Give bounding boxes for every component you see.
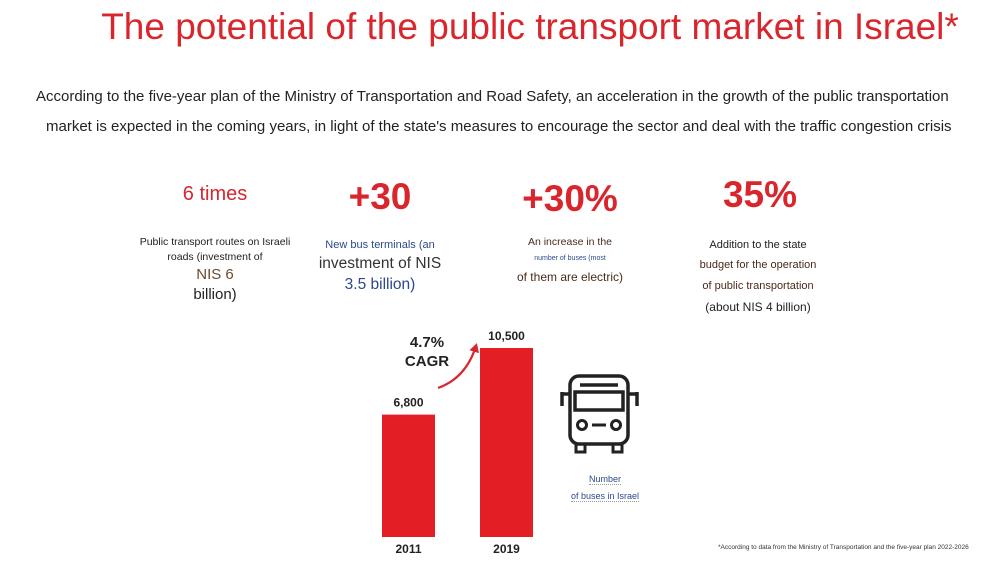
bar-2019 [480,348,533,537]
cagr-percent: 4.7% [410,334,444,351]
bus-caption: Number of buses in Israel [555,471,655,504]
bar-value-label: 10,500 [488,329,525,343]
stat-desc-line: (about NIS 4 billion) [705,300,811,315]
stat-desc-line: Public transport routes on Israeli [139,236,291,248]
stat-value-budget: 35% [722,174,798,215]
stat-desc-line: 3.5 billion) [344,275,416,293]
stat-desc-line: roads (investment of [167,251,263,264]
intro-line-1: According to the five-year plan of the M… [36,88,949,105]
stat-desc-line: investment of NIS [318,254,442,272]
stat-desc-line: of public transportation [702,279,814,292]
stat-desc-budget: Addition to the state budget for the ope… [682,235,834,318]
source-footnote: *According to data from the Ministry of … [718,544,969,551]
x-tick-label: 2019 [493,542,520,556]
stat-desc-line: billion) [193,285,237,303]
stat-desc-line: NIS 6 [196,266,234,284]
stat-desc-line: New bus terminals (an [325,239,435,251]
cagr-label: CAGR [405,353,449,370]
bar-2011 [382,414,435,537]
page-title: The potential of the public transport ma… [101,6,959,47]
bus-count-chart: 6,800 2011 10,500 2019 4.7% CAGR [382,329,533,556]
bar-value-label: 6,800 [393,396,423,410]
bus-caption-line: Number [588,474,621,485]
stat-desc-line: Addition to the state [709,239,807,251]
bus-caption-line: of buses in Israel [570,490,640,502]
stat-value-terminals: +30 [348,176,412,217]
stat-value-buses: +30% [522,178,618,219]
bus-icon [558,368,644,458]
cagr-arrow [437,343,479,390]
stat-desc-line: number of buses (most [534,255,606,263]
stat-desc-routes: Public transport routes on Israeli roads… [130,235,300,304]
stat-desc-line: budget for the operation [699,259,817,272]
stat-desc-line: An increase in the [527,236,613,248]
stat-desc-line: of them are electric) [516,270,624,285]
x-tick-label: 2011 [395,542,421,556]
stat-value-routes: 6 times [182,183,248,205]
stat-desc-terminals: New bus terminals (an investment of NIS … [305,238,455,295]
stat-desc-buses: An increase in the number of buses (most… [495,235,645,288]
intro-line-2: market is expected in the coming years, … [46,118,952,135]
